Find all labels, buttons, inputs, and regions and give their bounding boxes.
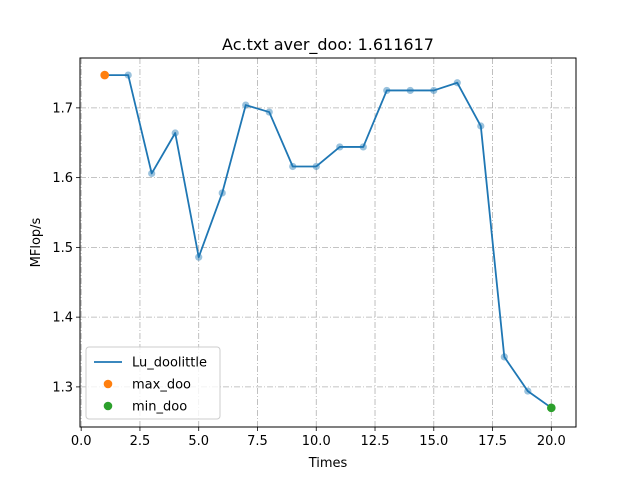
x-axis-ticks: 0.0 2.5 5.0 7.5 10.0 12.5 15.0 17.5 20.0 <box>71 427 566 449</box>
data-point <box>406 86 414 95</box>
axes-frame <box>79 57 577 428</box>
y-tick-label: 1.3 <box>52 380 73 395</box>
data-point <box>383 86 391 95</box>
x-axis-label: Times <box>308 456 348 471</box>
x-tick-label: 12.5 <box>361 434 390 449</box>
data-point <box>500 353 508 361</box>
plot-marks <box>100 70 556 413</box>
legend: Lu_doolittle max_doo min_doo <box>85 346 221 420</box>
x-tick-label: 5.0 <box>188 434 209 449</box>
legend-dot-swatch <box>103 379 113 389</box>
data-point <box>265 108 273 116</box>
data-point <box>148 169 156 178</box>
x-tick-label: 20.0 <box>537 434 566 449</box>
data-point <box>359 143 367 151</box>
chart-title: Ac.txt aver_doo: 1.611617 <box>222 35 434 55</box>
data-point <box>124 71 132 79</box>
x-tick-label: 17.5 <box>478 434 507 449</box>
legend-entry-label: min_doo <box>132 400 187 415</box>
legend-box <box>85 346 221 420</box>
max-doo-point <box>100 70 109 80</box>
y-tick-label: 1.6 <box>52 171 73 186</box>
y-tick-label: 1.7 <box>52 101 73 116</box>
legend-entry-label: Lu_doolittle <box>132 356 207 371</box>
series-line-lu-doolittle <box>104 74 552 409</box>
data-point <box>312 162 320 171</box>
y-tick-label: 1.5 <box>52 241 73 256</box>
data-point <box>477 122 485 130</box>
data-point <box>430 86 438 95</box>
y-tick-label: 1.4 <box>52 311 73 326</box>
legend-dot-swatch <box>103 401 113 411</box>
min-doo-point <box>547 403 556 413</box>
data-point <box>218 189 226 197</box>
x-tick-label: 10.0 <box>302 434 331 449</box>
x-tick-label: 2.5 <box>130 434 151 449</box>
x-tick-label: 7.5 <box>247 434 268 449</box>
y-axis-label: MFlop/s <box>29 217 44 267</box>
data-point <box>524 387 532 395</box>
data-point <box>453 79 461 87</box>
x-tick-label: 15.0 <box>419 434 448 449</box>
legend-entry-label: max_doo <box>132 378 191 393</box>
data-point <box>336 143 344 151</box>
data-point <box>171 129 179 137</box>
x-tick-label: 0.0 <box>71 434 92 449</box>
data-point <box>242 101 250 109</box>
data-point <box>195 253 203 261</box>
y-axis-ticks: 1.3 1.4 1.5 1.6 1.7 <box>52 101 80 395</box>
data-point <box>289 162 297 171</box>
